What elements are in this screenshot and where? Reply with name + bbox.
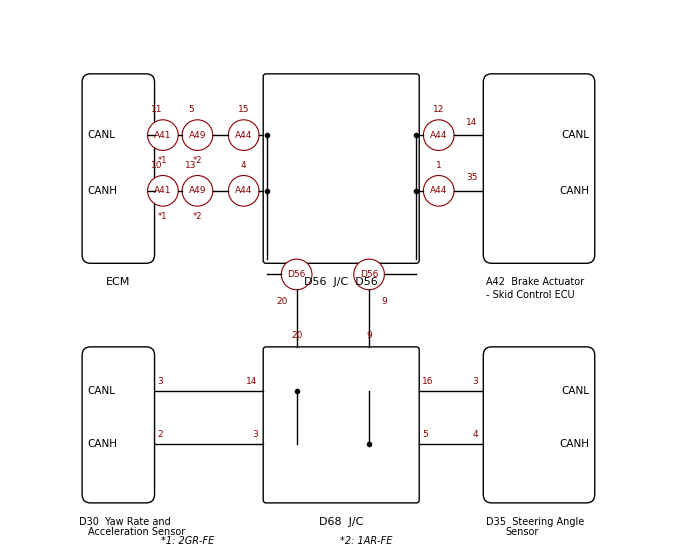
- FancyBboxPatch shape: [82, 347, 155, 503]
- Text: *1: 2GR-FE: *1: 2GR-FE: [162, 536, 215, 547]
- Text: A49: A49: [189, 130, 206, 139]
- Ellipse shape: [228, 120, 259, 151]
- Text: 4: 4: [472, 430, 477, 439]
- Text: 3: 3: [472, 377, 477, 386]
- Text: A42  Brake Actuator: A42 Brake Actuator: [486, 277, 584, 287]
- Text: 35: 35: [466, 174, 477, 183]
- Text: 15: 15: [238, 105, 250, 114]
- Text: *2: *2: [193, 212, 202, 221]
- Text: D56: D56: [360, 270, 378, 279]
- Text: 14: 14: [466, 118, 477, 127]
- FancyBboxPatch shape: [264, 74, 419, 263]
- Text: 20: 20: [291, 331, 302, 340]
- Text: CANL: CANL: [87, 130, 116, 140]
- Text: 16: 16: [422, 377, 433, 386]
- Ellipse shape: [423, 175, 454, 206]
- Text: D56: D56: [288, 270, 306, 279]
- Text: D30  Yaw Rate and: D30 Yaw Rate and: [79, 517, 171, 527]
- Text: D56  J/C  D56: D56 J/C D56: [304, 277, 378, 287]
- Text: ECM: ECM: [106, 277, 131, 287]
- Text: 20: 20: [276, 297, 288, 306]
- Text: *1: *1: [158, 156, 168, 165]
- Text: A41: A41: [154, 186, 171, 195]
- Text: 3: 3: [252, 430, 257, 439]
- Text: 5: 5: [422, 430, 428, 439]
- Text: 3: 3: [158, 377, 163, 386]
- FancyBboxPatch shape: [483, 347, 594, 503]
- Text: D68  J/C: D68 J/C: [319, 517, 363, 527]
- FancyBboxPatch shape: [483, 74, 594, 263]
- Text: - Skid Control ECU: - Skid Control ECU: [486, 290, 574, 300]
- Text: A44: A44: [430, 130, 447, 139]
- Ellipse shape: [148, 175, 178, 206]
- Text: 13: 13: [185, 161, 197, 170]
- Ellipse shape: [148, 120, 178, 151]
- Ellipse shape: [182, 120, 213, 151]
- Text: 12: 12: [433, 105, 444, 114]
- Text: *2: 1AR-FE: *2: 1AR-FE: [340, 536, 392, 547]
- Text: 14: 14: [246, 377, 257, 386]
- Ellipse shape: [354, 259, 385, 290]
- Text: 2: 2: [158, 430, 163, 439]
- Text: CANL: CANL: [561, 386, 589, 396]
- Ellipse shape: [228, 175, 259, 206]
- Text: Sensor: Sensor: [506, 527, 539, 537]
- Text: Acceleration Sensor: Acceleration Sensor: [87, 527, 185, 537]
- Text: *1: *1: [158, 212, 168, 221]
- Text: CANH: CANH: [87, 186, 118, 196]
- Text: 9: 9: [366, 331, 372, 340]
- Ellipse shape: [182, 175, 213, 206]
- Text: CANL: CANL: [561, 130, 589, 140]
- Text: A41: A41: [154, 130, 171, 139]
- Text: 5: 5: [188, 105, 193, 114]
- Text: A49: A49: [189, 186, 206, 195]
- Text: CANH: CANH: [559, 186, 589, 196]
- Text: 9: 9: [381, 297, 387, 306]
- Text: CANL: CANL: [87, 386, 116, 396]
- Text: D35  Steering Angle: D35 Steering Angle: [486, 517, 584, 527]
- Text: CANH: CANH: [559, 440, 589, 449]
- FancyBboxPatch shape: [82, 74, 155, 263]
- Text: A44: A44: [235, 130, 252, 139]
- Text: *2: *2: [193, 156, 202, 165]
- Ellipse shape: [281, 259, 312, 290]
- Text: A44: A44: [235, 186, 252, 195]
- FancyBboxPatch shape: [264, 347, 419, 503]
- Ellipse shape: [423, 120, 454, 151]
- Text: A44: A44: [430, 186, 447, 195]
- Text: 10: 10: [151, 161, 162, 170]
- Text: 1: 1: [436, 161, 442, 170]
- Text: CANH: CANH: [87, 440, 118, 449]
- Text: 4: 4: [241, 161, 246, 170]
- Text: 11: 11: [151, 105, 162, 114]
